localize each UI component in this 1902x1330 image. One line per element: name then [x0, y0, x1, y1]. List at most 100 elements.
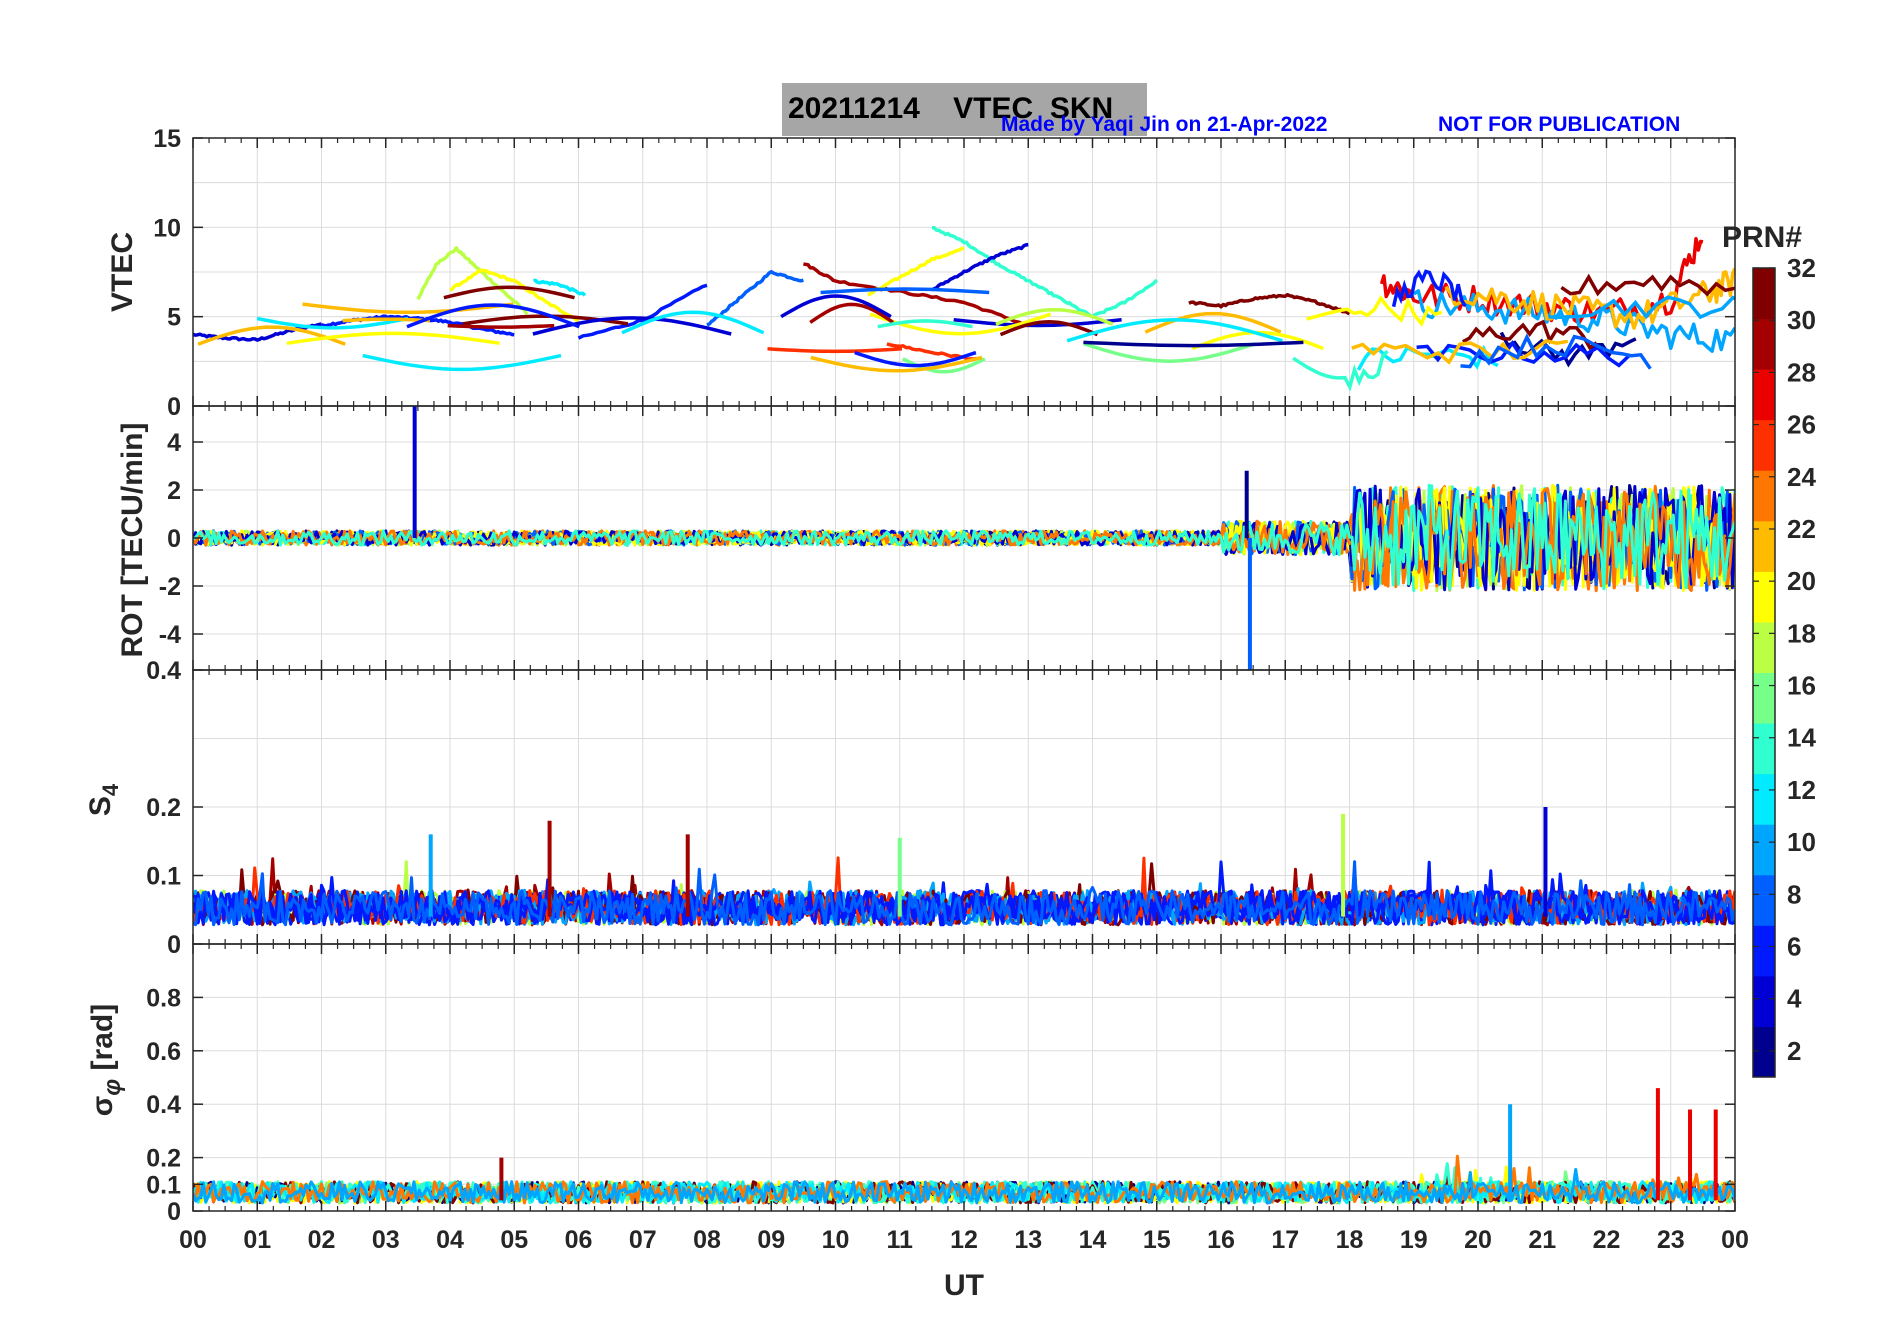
y-axis-label-sigma-phi: σφ [rad]: [86, 1004, 126, 1116]
colorbar-swatch: [1753, 925, 1775, 977]
x-tick-label: 19: [1400, 1226, 1428, 1254]
colorbar-swatch: [1753, 672, 1775, 724]
y-tick-label: 0.6: [146, 1038, 181, 1066]
y-tick-label: 0: [167, 1198, 181, 1226]
colorbar-swatch: [1753, 571, 1775, 623]
vtec-arc: [1560, 273, 1735, 297]
vtec-arc: [302, 302, 514, 315]
y-tick-label: 2: [167, 477, 181, 505]
colorbar-swatch: [1753, 723, 1775, 775]
colorbar-tick-label: 16: [1787, 671, 1816, 701]
colorbar-tick-label: 26: [1787, 410, 1816, 440]
vtec-arc: [767, 347, 903, 354]
y-tick-label: 4: [167, 429, 181, 457]
colorbar-tick-label: 4: [1787, 984, 1802, 1014]
vtec-arc: [621, 310, 765, 335]
colorbar-swatch: [1753, 1026, 1775, 1078]
colorbar-swatch: [1753, 520, 1775, 572]
x-tick-label: 05: [500, 1226, 528, 1254]
vtec-arc: [1306, 295, 1443, 327]
plot-area: [193, 1088, 1735, 1205]
x-tick-label: 18: [1336, 1226, 1364, 1254]
vtec-arc: [995, 307, 1114, 326]
vtec-arc: [532, 316, 732, 336]
y-tick-label: -2: [159, 573, 181, 601]
vtec-line-prn-19: [449, 268, 580, 323]
colorbar-frame: [1752, 267, 1776, 1078]
x-tick-label: 07: [629, 1226, 657, 1254]
colorbar-tick-label: 28: [1787, 357, 1816, 387]
x-tick-label: 01: [243, 1226, 271, 1254]
vtec-arc: [1356, 344, 1499, 371]
y-tick-label: 0.4: [146, 1091, 181, 1119]
x-tick-label: 00: [179, 1226, 207, 1254]
vtec-arc: [809, 302, 894, 324]
vtec-arc: [286, 331, 500, 346]
colorbar-swatch: [1753, 268, 1775, 320]
vtec-line-prn-7: [706, 269, 804, 327]
vtec-line-prn-4: [931, 242, 1029, 292]
y-tick-label: 0.2: [146, 1145, 181, 1173]
y-tick-label: 0: [167, 931, 181, 959]
vtec-arc: [1351, 339, 1569, 365]
y-tick-label: 10: [153, 214, 181, 242]
vtec-arc: [1460, 333, 1652, 370]
panel-rot: 4 2 0 -2 -4: [159, 405, 1736, 671]
vtec-line-prn-13: [931, 225, 1029, 283]
y-tick-label: 0: [167, 525, 181, 553]
vtec-arc: [999, 320, 1099, 337]
vtec-arc: [447, 323, 555, 329]
colorbar-tick-label: 32: [1787, 253, 1816, 283]
vtec-arc: [1391, 269, 1467, 308]
x-tick-label: 12: [950, 1226, 978, 1254]
vtec-arc: [1144, 311, 1282, 334]
x-axis-label: UT: [944, 1269, 984, 1302]
vtec-arc: [1499, 331, 1637, 368]
x-tick-label: 17: [1271, 1226, 1299, 1254]
vtec-line-prn-17: [416, 246, 529, 316]
x-tick-label: 02: [308, 1226, 336, 1254]
colorbar-tick-label: 30: [1787, 305, 1816, 335]
x-tick-label: 14: [1079, 1226, 1107, 1254]
x-tick-label: 20: [1464, 1226, 1492, 1254]
x-tick-label: 13: [1014, 1226, 1042, 1254]
colorbar-swatch: [1753, 419, 1775, 471]
panel-vtec: 0 5 10 15: [153, 125, 1736, 421]
vtec-arc: [1083, 340, 1304, 348]
vtec-arc: [820, 287, 990, 295]
vtec-arc: [1461, 319, 1598, 351]
colorbar-tick-label: 10: [1787, 827, 1816, 857]
colorbar-swatch: [1753, 824, 1775, 876]
x-tick-label: 09: [757, 1226, 785, 1254]
plot-area: [193, 807, 1735, 927]
y-tick-label: 0: [167, 393, 181, 421]
x-tick-label: 03: [372, 1226, 400, 1254]
colorbar-tick-label: 12: [1787, 775, 1816, 805]
y-axis-label-0: VTEC: [106, 232, 139, 312]
y-tick-label: 5: [167, 304, 181, 332]
vtec-arc: [362, 353, 562, 372]
x-tick-label: 08: [693, 1226, 721, 1254]
y-axis-label-s4: S4: [84, 783, 123, 816]
vtec-line-prn-5: [577, 283, 708, 340]
x-tick-label: 11: [887, 1226, 914, 1254]
x-tick-label: 22: [1593, 1226, 1621, 1254]
y-tick-label: 0.4: [146, 657, 181, 685]
x-tick-label: 04: [436, 1226, 464, 1254]
title-date: 20211214: [788, 92, 920, 125]
x-tick-label: 15: [1143, 1226, 1171, 1254]
x-tick-label: 23: [1657, 1226, 1685, 1254]
vtec-arc: [406, 303, 580, 329]
plot-area: [193, 225, 1735, 392]
panel-s4: 0 0.1 0.2 0.4: [146, 657, 1736, 959]
colorbar-swatch: [1753, 318, 1775, 370]
title-kind: VTEC: [953, 92, 1034, 125]
vtec-arc: [256, 316, 409, 330]
vtec-arc: [810, 355, 983, 373]
colorbar-swatch: [1753, 975, 1775, 1027]
y-tick-label: 0.1: [146, 863, 181, 891]
vtec-line-prn-9: [1412, 289, 1735, 353]
figure-title: 20211214 VTEC SKN: [782, 83, 1147, 136]
colorbar-tick-label: 24: [1787, 462, 1816, 492]
x-tick-label: 21: [1528, 1226, 1556, 1254]
